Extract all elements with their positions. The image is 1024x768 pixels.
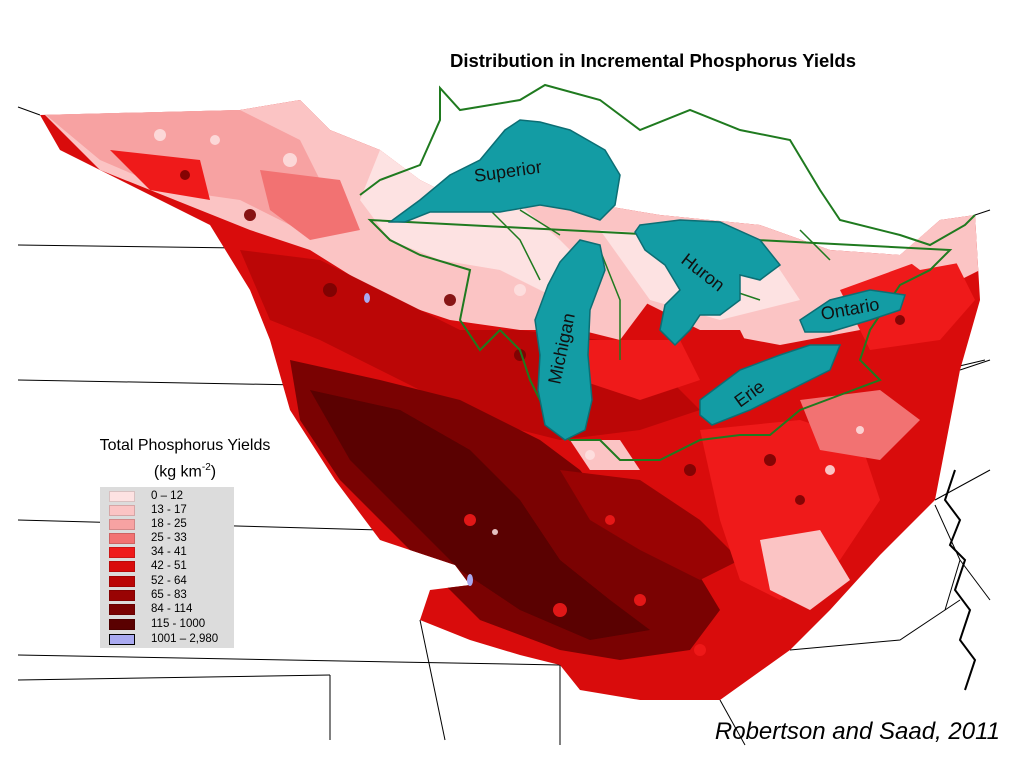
legend-title: Total Phosphorus Yields (kg km-2) <box>60 435 310 483</box>
legend-item: 34 - 41 <box>109 545 187 559</box>
legend-swatch <box>109 532 135 544</box>
legend-item: 42 - 51 <box>109 559 187 573</box>
legend-swatch <box>109 546 135 558</box>
lake-ontario <box>799 289 906 333</box>
legend-swatch <box>109 504 135 516</box>
lake-superior <box>387 119 621 223</box>
legend-swatch <box>109 560 135 572</box>
legend-swatch <box>109 490 135 502</box>
legend-item: 84 - 114 <box>109 602 192 616</box>
legend-item: 115 - 1000 <box>109 617 205 631</box>
legend-swatch <box>109 603 135 615</box>
atlantic-coastline <box>943 469 977 691</box>
legend-swatch <box>109 618 135 630</box>
legend-item: 52 - 64 <box>109 574 187 588</box>
map-title: Distribution in Incremental Phosphorus Y… <box>449 50 857 71</box>
legend-item: 13 - 17 <box>109 503 187 517</box>
legend-swatch <box>109 589 135 601</box>
lake-huron <box>634 219 782 347</box>
citation: Robertson and Saad, 2011 <box>714 718 1000 745</box>
legend-title-text: Total Phosphorus Yields <box>99 437 271 454</box>
legend-item: 1001 – 2,980 <box>109 632 218 646</box>
legend-swatch <box>109 518 135 530</box>
legend: 0 – 12 13 - 17 18 - 25 25 - 33 34 - 41 4… <box>100 487 234 648</box>
legend-units: (kg km-2) <box>153 462 217 481</box>
legend-item: 0 – 12 <box>109 489 183 503</box>
legend-swatch <box>109 633 135 645</box>
legend-item: 18 - 25 <box>109 517 187 531</box>
legend-swatch <box>109 575 135 587</box>
legend-item: 25 - 33 <box>109 531 187 545</box>
legend-item: 65 - 83 <box>109 588 187 602</box>
great-lakes <box>387 119 906 441</box>
lake-erie <box>699 344 842 426</box>
high-yield-hotspots <box>364 293 473 586</box>
great-lakes-basin-boundary <box>359 83 976 461</box>
lake-michigan <box>534 239 606 441</box>
